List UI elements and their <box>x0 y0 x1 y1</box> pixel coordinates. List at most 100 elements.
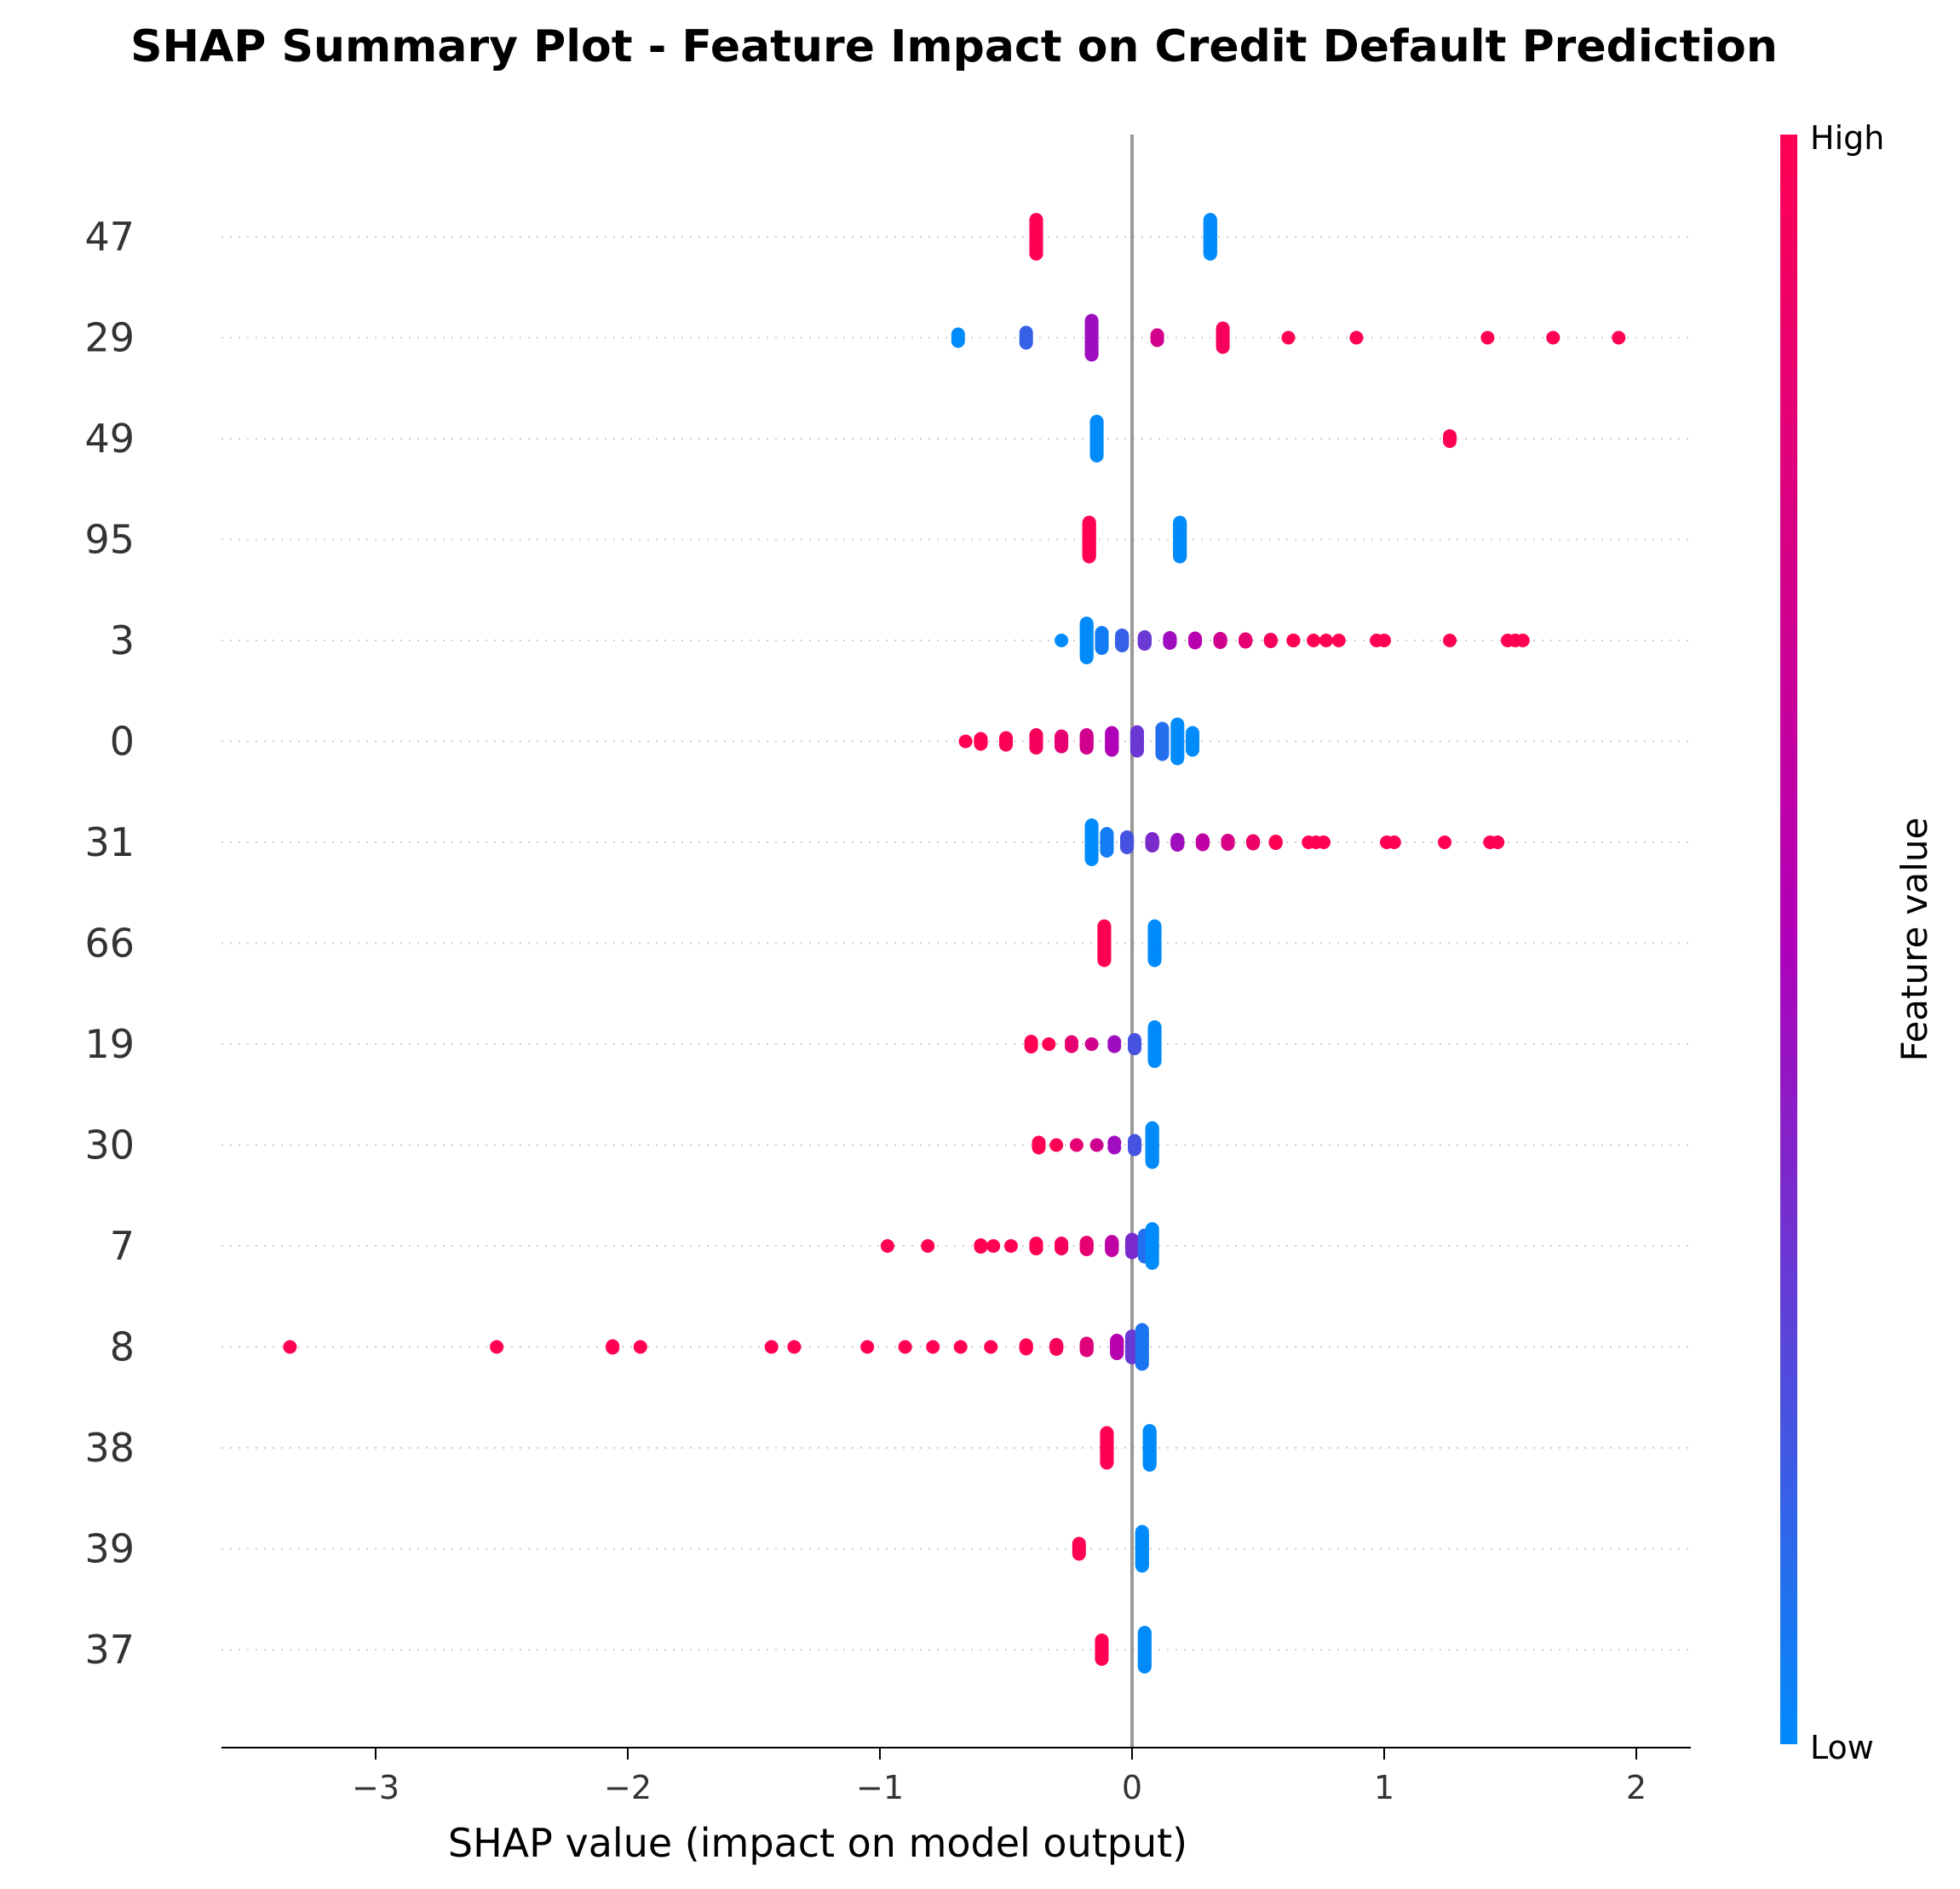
shap-point <box>958 734 973 749</box>
shap-point <box>986 1239 1001 1253</box>
shap-point <box>1128 1142 1141 1157</box>
feature-row-0 <box>958 717 1199 766</box>
shap-point <box>1049 1138 1064 1152</box>
shap-point <box>1072 1547 1086 1561</box>
shap-point <box>1170 751 1185 766</box>
shap-point <box>1082 549 1096 564</box>
feature-label-95: 95 <box>84 517 135 563</box>
shap-point <box>1089 1138 1104 1152</box>
feature-row-38 <box>1100 1424 1157 1472</box>
shap-point <box>1163 636 1177 650</box>
feature-label-66: 66 <box>84 921 135 967</box>
colorbar-low-label: Low <box>1810 1729 1874 1766</box>
shap-point <box>1125 1245 1139 1260</box>
shap-point <box>1042 1037 1056 1051</box>
shap-point <box>1281 330 1296 345</box>
shap-point <box>1055 634 1069 647</box>
shap-point <box>283 1340 297 1354</box>
feature-label-31: 31 <box>84 819 135 865</box>
x-tick-label: −1 <box>856 1769 904 1806</box>
shap-point <box>1079 741 1094 755</box>
shap-point <box>1145 1256 1159 1270</box>
shap-point <box>787 1340 802 1354</box>
shap-point <box>1135 1559 1149 1573</box>
colorbar-high-label: High <box>1810 119 1884 157</box>
shap-point <box>1546 330 1561 345</box>
x-axis-label: SHAP value (impact on model output) <box>448 1820 1187 1866</box>
feature-row-19 <box>1024 1020 1162 1068</box>
shap-point <box>1263 634 1278 648</box>
shap-point <box>1142 1458 1157 1472</box>
shap-point <box>1049 1342 1064 1356</box>
feature-row-31 <box>1084 818 1505 866</box>
feature-row-30 <box>1032 1121 1159 1169</box>
feature-row-37 <box>1095 1626 1152 1674</box>
shap-point <box>1019 336 1033 350</box>
shap-point <box>921 1239 935 1253</box>
shap-point <box>1307 634 1321 647</box>
shap-point <box>1186 743 1199 757</box>
feature-row-47 <box>1029 213 1217 261</box>
shap-point <box>1120 841 1135 854</box>
shap-point <box>1349 330 1364 345</box>
shap-point <box>633 1340 647 1354</box>
shap-point <box>974 737 988 751</box>
feature-row-29 <box>951 313 1626 362</box>
shap-point <box>1095 1652 1109 1666</box>
feature-row-7 <box>880 1222 1159 1270</box>
shap-point <box>1377 634 1391 647</box>
chart-title: SHAP Summary Plot - Feature Impact on Cr… <box>130 21 1778 72</box>
gridlines <box>221 236 1691 1651</box>
feature-label-49: 49 <box>84 416 135 462</box>
shap-point <box>898 1340 912 1354</box>
shap-point <box>1084 347 1099 362</box>
shap-point <box>1024 1040 1038 1054</box>
shap-point <box>1150 333 1164 347</box>
feature-row-66 <box>1097 919 1162 967</box>
shap-point <box>1110 1346 1124 1360</box>
shap-point <box>880 1239 894 1253</box>
shap-point <box>1317 835 1331 849</box>
colorbar-gradient <box>1780 135 1797 1744</box>
shap-point <box>984 1340 998 1354</box>
feature-label-47: 47 <box>84 214 135 260</box>
feature-label-29: 29 <box>84 315 135 361</box>
shap-point <box>1029 1242 1043 1255</box>
feature-label-38: 38 <box>84 1425 135 1471</box>
shap-point <box>1438 835 1451 849</box>
shap-point <box>1079 1243 1094 1256</box>
shap-point <box>1216 340 1230 354</box>
shap-point <box>1188 635 1202 650</box>
shap-point <box>1029 741 1043 755</box>
feature-label-19: 19 <box>84 1021 135 1067</box>
shap-point <box>1095 641 1109 655</box>
shap-point <box>1515 634 1530 647</box>
shap-point <box>999 738 1013 752</box>
shap-point <box>1145 839 1159 853</box>
shap-point <box>1069 1138 1083 1152</box>
x-tick-label: −2 <box>604 1769 652 1806</box>
shap-point <box>974 1240 988 1254</box>
shap-point <box>1319 634 1333 647</box>
shap-point <box>1147 953 1162 967</box>
x-tick-label: 0 <box>1122 1769 1142 1806</box>
shap-point <box>1089 449 1104 462</box>
shap-point <box>1097 953 1112 967</box>
feature-label-37: 37 <box>84 1627 135 1673</box>
shap-point <box>1084 853 1099 866</box>
shap-point <box>1100 844 1114 858</box>
shap-point <box>1286 634 1301 647</box>
x-tick-label: 2 <box>1626 1769 1647 1806</box>
feature-label-0: 0 <box>110 719 135 765</box>
shap-point <box>1115 639 1129 652</box>
shap-point <box>1147 1054 1162 1068</box>
shap-point <box>1195 837 1210 852</box>
shap-point <box>1203 247 1217 261</box>
shap-point <box>1221 837 1235 851</box>
shap-point <box>490 1340 504 1354</box>
shap-point <box>951 334 965 348</box>
shap-point <box>1105 1243 1119 1257</box>
colorbar: High Low Feature value <box>1780 119 1935 1766</box>
